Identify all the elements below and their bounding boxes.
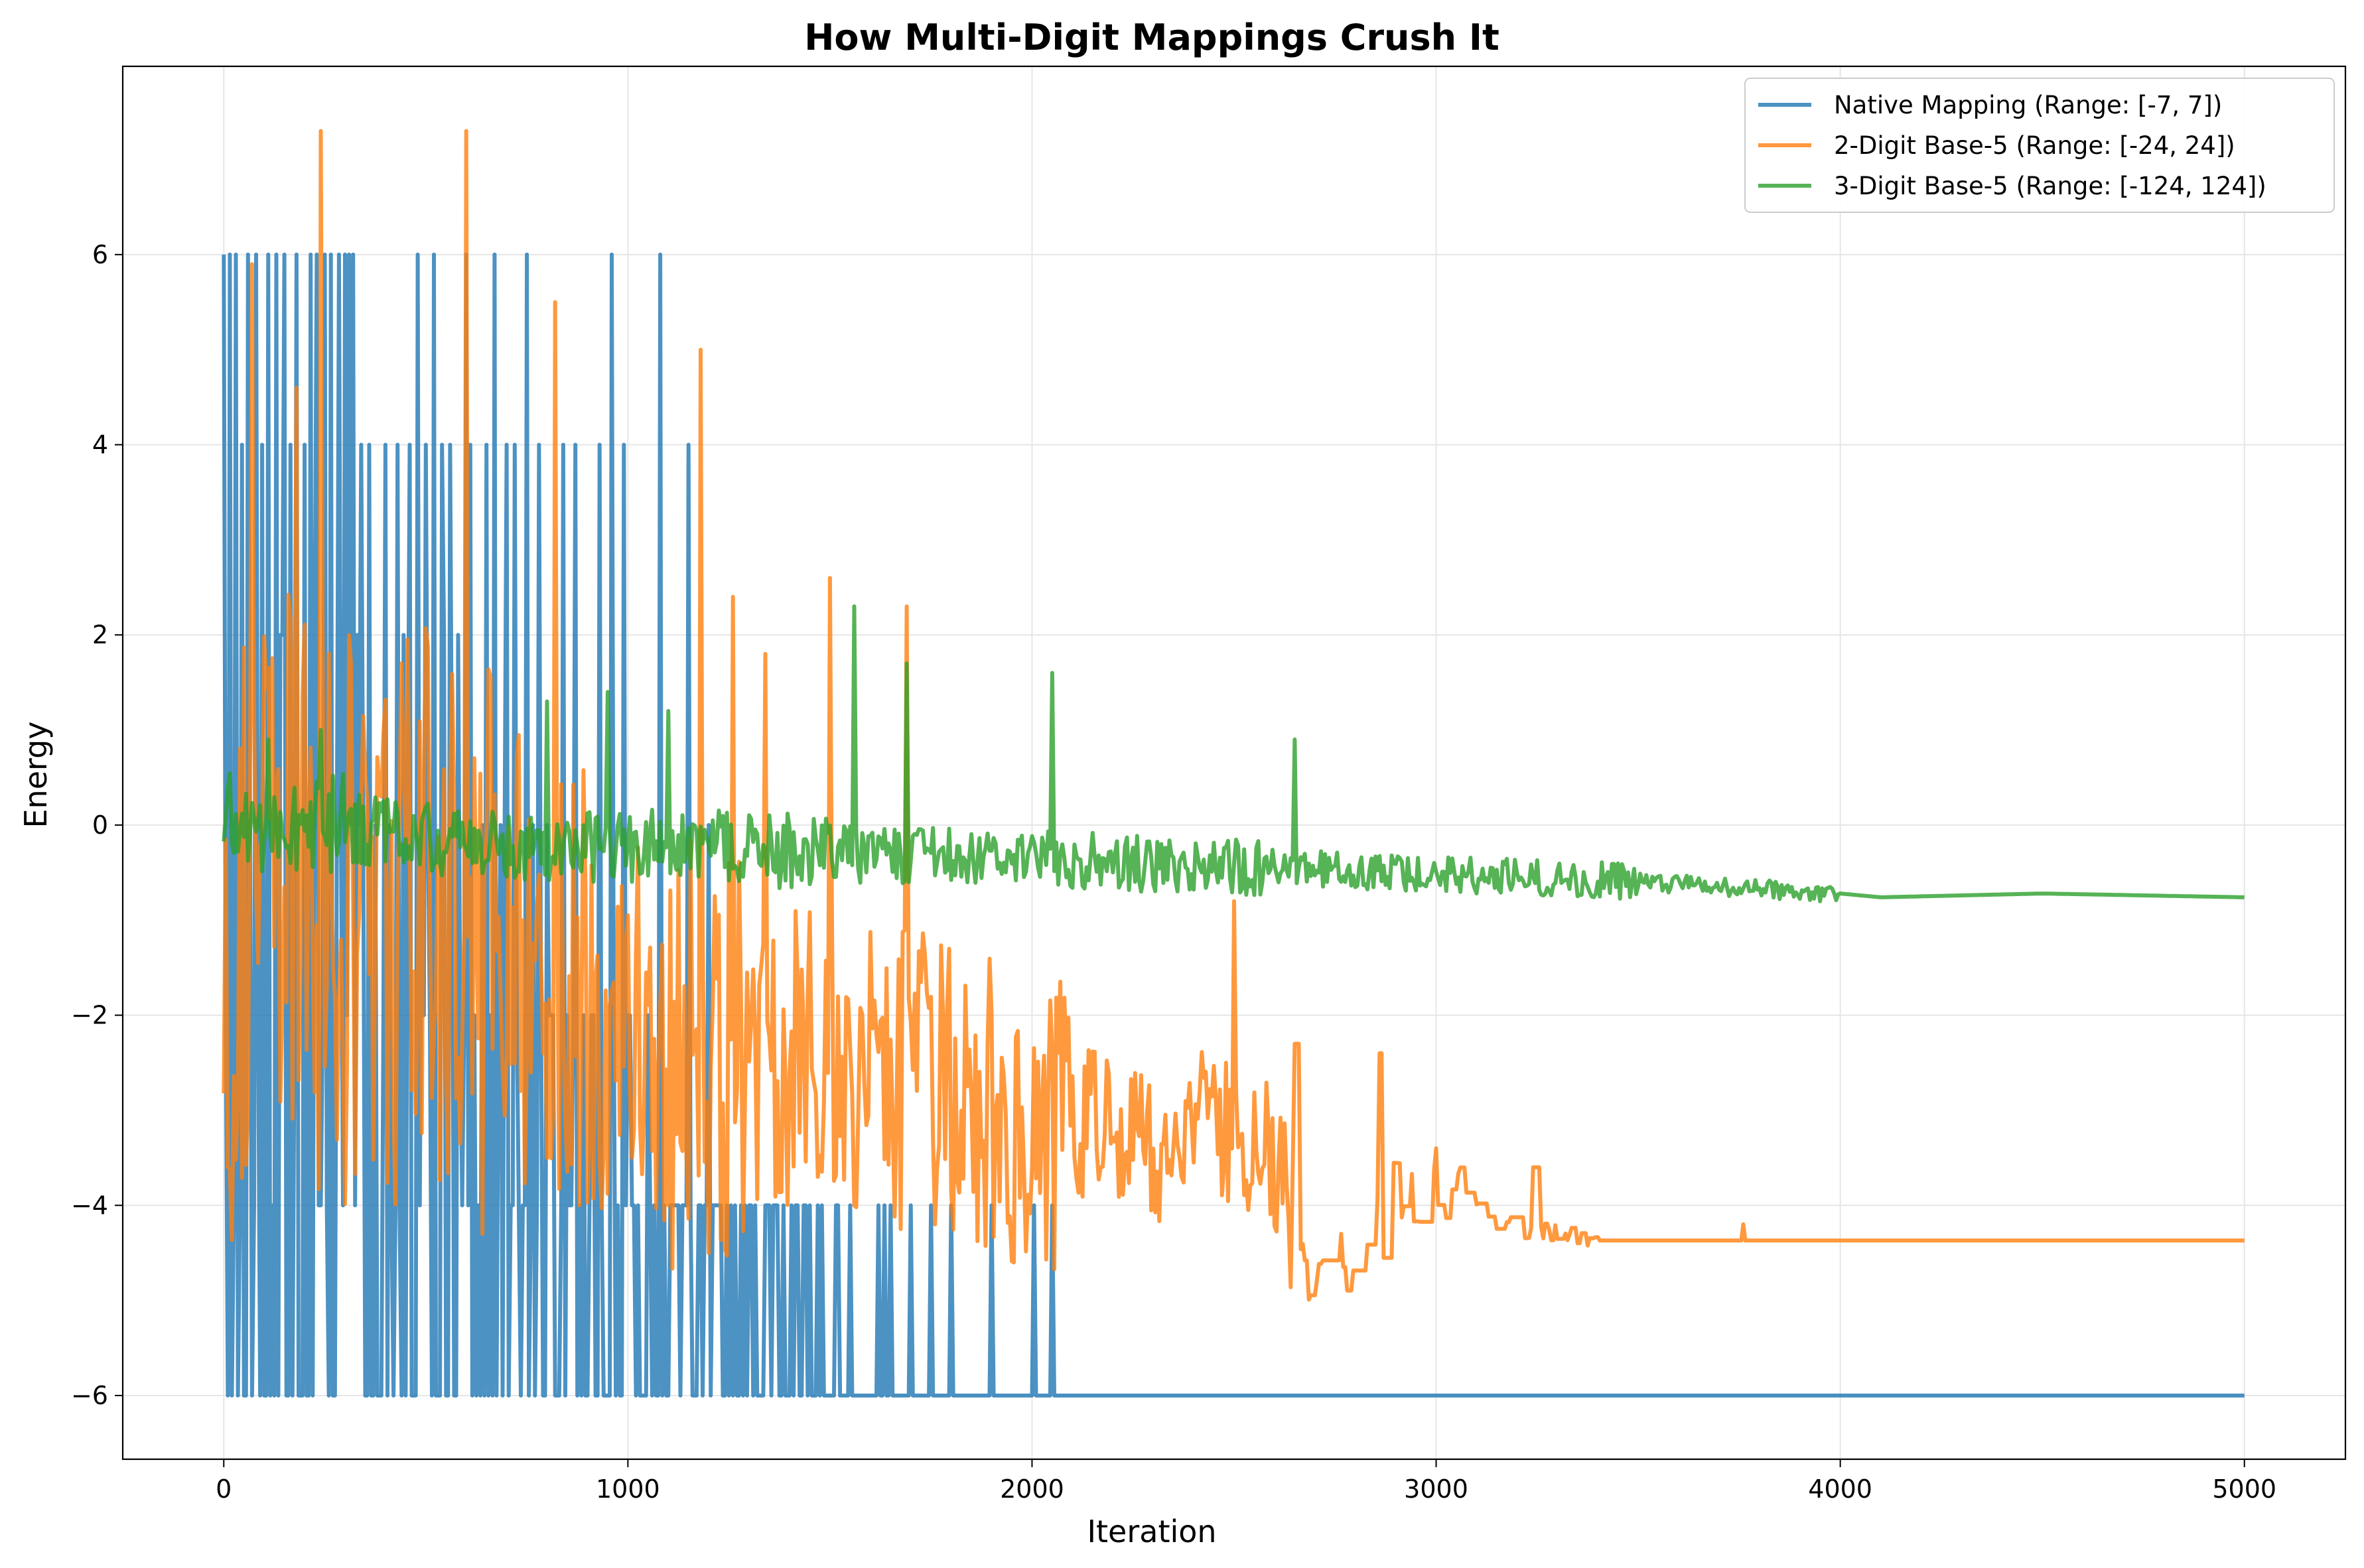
series-line-1 <box>222 252 2245 1398</box>
y-tick-label: −2 <box>71 1001 108 1030</box>
ticks: 0 1000 2000 3000 4000 5000 −6 −4 −2 0 2 4 6 <box>71 240 2276 1504</box>
y-axis-label: Energy <box>18 721 54 828</box>
x-tick-label: 4000 <box>1808 1474 1872 1504</box>
x-tick-label: 1000 <box>596 1474 660 1504</box>
legend-label-3: 3-Digit Base-5 (Range: [-124, 124]) <box>1834 172 2266 200</box>
y-tick-label: 6 <box>92 240 108 269</box>
x-tick-label: 2000 <box>1000 1474 1064 1504</box>
x-tick-label: 0 <box>216 1474 232 1504</box>
y-tick-label: −4 <box>71 1191 108 1220</box>
plot-frame <box>121 65 2347 1461</box>
x-tick-label: 5000 <box>2212 1474 2276 1504</box>
y-tick-label: −6 <box>71 1381 108 1410</box>
y-tick-label: 2 <box>92 620 108 649</box>
y-tick-label: 4 <box>92 430 108 460</box>
legend-label-1: Native Mapping (Range: [-7, 7]) <box>1834 91 2222 119</box>
series-line-2 <box>222 129 2245 1302</box>
y-tick-label: 0 <box>92 811 108 840</box>
series-line-3 <box>222 604 2245 903</box>
series-layer <box>222 129 2245 1398</box>
legend-box <box>1744 78 2335 213</box>
x-axis-label: Iteration <box>1087 1514 1216 1549</box>
legend: Native Mapping (Range: [-7, 7]) 2-Digit B… <box>1744 78 2335 213</box>
chart-title: How Multi-Digit Mappings Crush It <box>804 17 1499 58</box>
legend-label-2: 2-Digit Base-5 (Range: [-24, 24]) <box>1834 131 2235 160</box>
x-tick-label: 3000 <box>1404 1474 1468 1504</box>
